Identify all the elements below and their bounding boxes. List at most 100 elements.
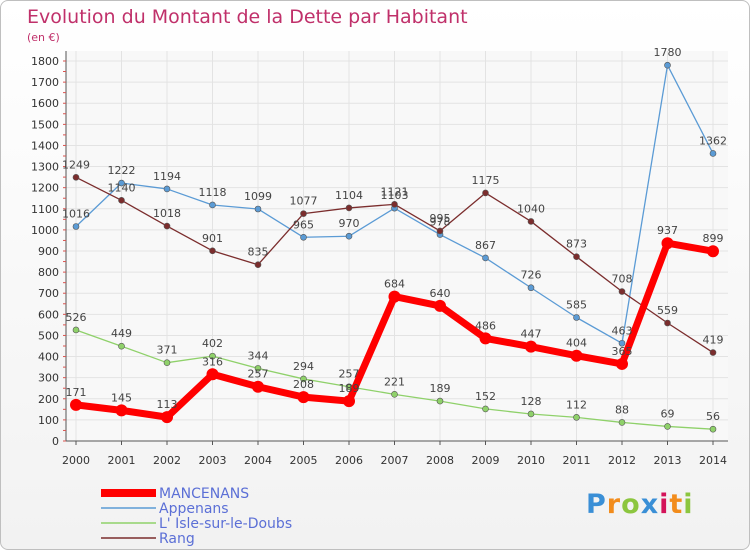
data-point bbox=[436, 397, 444, 405]
data-label: 978 bbox=[430, 216, 451, 229]
data-point bbox=[618, 419, 626, 426]
data-label: 171 bbox=[66, 386, 87, 399]
data-point bbox=[254, 365, 262, 372]
x-tick-label: 2011 bbox=[563, 454, 591, 467]
data-point bbox=[345, 204, 353, 212]
y-tick-label: 1200 bbox=[31, 182, 59, 195]
axes: 0 100 200 300 400 500 600 700 800 900 1000 1100 1200… bbox=[31, 51, 728, 467]
data-point bbox=[482, 254, 489, 262]
data-label: 365 bbox=[612, 345, 633, 358]
data-label: 937 bbox=[657, 224, 678, 237]
y-tick-label: 1300 bbox=[31, 161, 59, 174]
data-point bbox=[300, 375, 307, 383]
logo-letter: i bbox=[683, 489, 694, 520]
y-tick-label: 200 bbox=[38, 393, 59, 406]
data-label: 1140 bbox=[108, 181, 136, 194]
data-point bbox=[391, 391, 398, 398]
data-label: 873 bbox=[566, 238, 587, 251]
logo-letter: i bbox=[659, 489, 670, 520]
data-label: 486 bbox=[475, 319, 496, 332]
data-label: 995 bbox=[430, 212, 451, 225]
data-label: 1780 bbox=[654, 46, 682, 59]
data-label: 726 bbox=[521, 269, 542, 282]
data-label: 316 bbox=[202, 355, 223, 368]
legend-label: L' Isle-sur-le-Doubs bbox=[159, 516, 292, 532]
data-label: 113 bbox=[157, 398, 178, 411]
data-label: 189 bbox=[430, 382, 451, 395]
data-label: 526 bbox=[66, 311, 87, 324]
y-tick-label: 900 bbox=[38, 245, 59, 258]
data-label: 463 bbox=[612, 324, 633, 337]
data-point bbox=[72, 223, 80, 230]
chart-title: Evolution du Montant de la Dette par Hab… bbox=[27, 6, 468, 28]
y-tick-label: 1600 bbox=[31, 97, 59, 110]
data-point bbox=[209, 247, 216, 255]
data-label: 1040 bbox=[517, 202, 545, 215]
data-point bbox=[70, 398, 82, 411]
data-point bbox=[209, 352, 216, 360]
legend-label: Appenans bbox=[159, 501, 229, 517]
data-point bbox=[527, 218, 535, 225]
data-label: 684 bbox=[384, 278, 405, 291]
data-label: 585 bbox=[566, 299, 587, 312]
data-label: 1175 bbox=[472, 174, 500, 187]
data-label: 145 bbox=[111, 391, 132, 404]
data-point bbox=[343, 395, 355, 408]
data-point bbox=[163, 359, 171, 366]
data-point bbox=[618, 288, 626, 295]
data-point bbox=[297, 391, 310, 404]
data-point bbox=[206, 368, 219, 381]
y-tick-label: 1800 bbox=[31, 55, 59, 68]
x-tick-label: 2000 bbox=[62, 454, 90, 467]
data-label: 404 bbox=[566, 337, 587, 350]
x-tick-label: 2009 bbox=[472, 454, 500, 467]
data-point bbox=[525, 340, 537, 353]
data-point bbox=[388, 290, 401, 303]
data-point bbox=[72, 174, 80, 181]
data-label: 294 bbox=[293, 360, 314, 373]
data-point bbox=[482, 189, 489, 197]
logo-letter: r bbox=[606, 489, 622, 520]
data-label: 835 bbox=[248, 246, 269, 259]
data-point bbox=[709, 349, 717, 356]
logo-letter: o bbox=[621, 489, 641, 520]
data-label: 449 bbox=[111, 327, 132, 340]
data-point bbox=[661, 237, 674, 250]
data-point bbox=[254, 261, 262, 269]
data-point bbox=[300, 210, 307, 217]
data-label: 1121 bbox=[381, 185, 409, 198]
data-label: 69 bbox=[661, 407, 675, 420]
data-label: 88 bbox=[615, 403, 629, 416]
data-point bbox=[434, 299, 446, 312]
data-label: 899 bbox=[703, 232, 724, 245]
x-tick-label: 2005 bbox=[290, 454, 318, 467]
data-point bbox=[709, 425, 717, 433]
logo-letter: x bbox=[640, 489, 660, 520]
data-point bbox=[709, 150, 717, 157]
legend-label: MANCENANS bbox=[159, 486, 249, 502]
data-point bbox=[161, 411, 173, 424]
y-tick-label: 0 bbox=[52, 435, 59, 448]
data-label: 965 bbox=[293, 218, 314, 231]
y-tick-label: 1700 bbox=[31, 76, 59, 89]
y-tick-label: 100 bbox=[38, 414, 59, 427]
x-tick-label: 2008 bbox=[426, 454, 454, 467]
data-point bbox=[118, 197, 125, 204]
data-label: 221 bbox=[384, 375, 405, 388]
data-point bbox=[163, 185, 171, 193]
x-tick-label: 2013 bbox=[654, 454, 682, 467]
data-label: 970 bbox=[339, 217, 360, 230]
y-tick-label: 500 bbox=[38, 329, 59, 342]
data-point bbox=[72, 326, 80, 334]
data-point bbox=[573, 314, 580, 321]
data-point bbox=[345, 232, 353, 240]
y-tick-label: 600 bbox=[38, 308, 59, 321]
data-point bbox=[482, 405, 489, 413]
data-point bbox=[163, 222, 171, 230]
proxiti-logo: Proxiti bbox=[586, 489, 694, 520]
data-label: 112 bbox=[566, 398, 587, 411]
data-point bbox=[570, 349, 583, 362]
